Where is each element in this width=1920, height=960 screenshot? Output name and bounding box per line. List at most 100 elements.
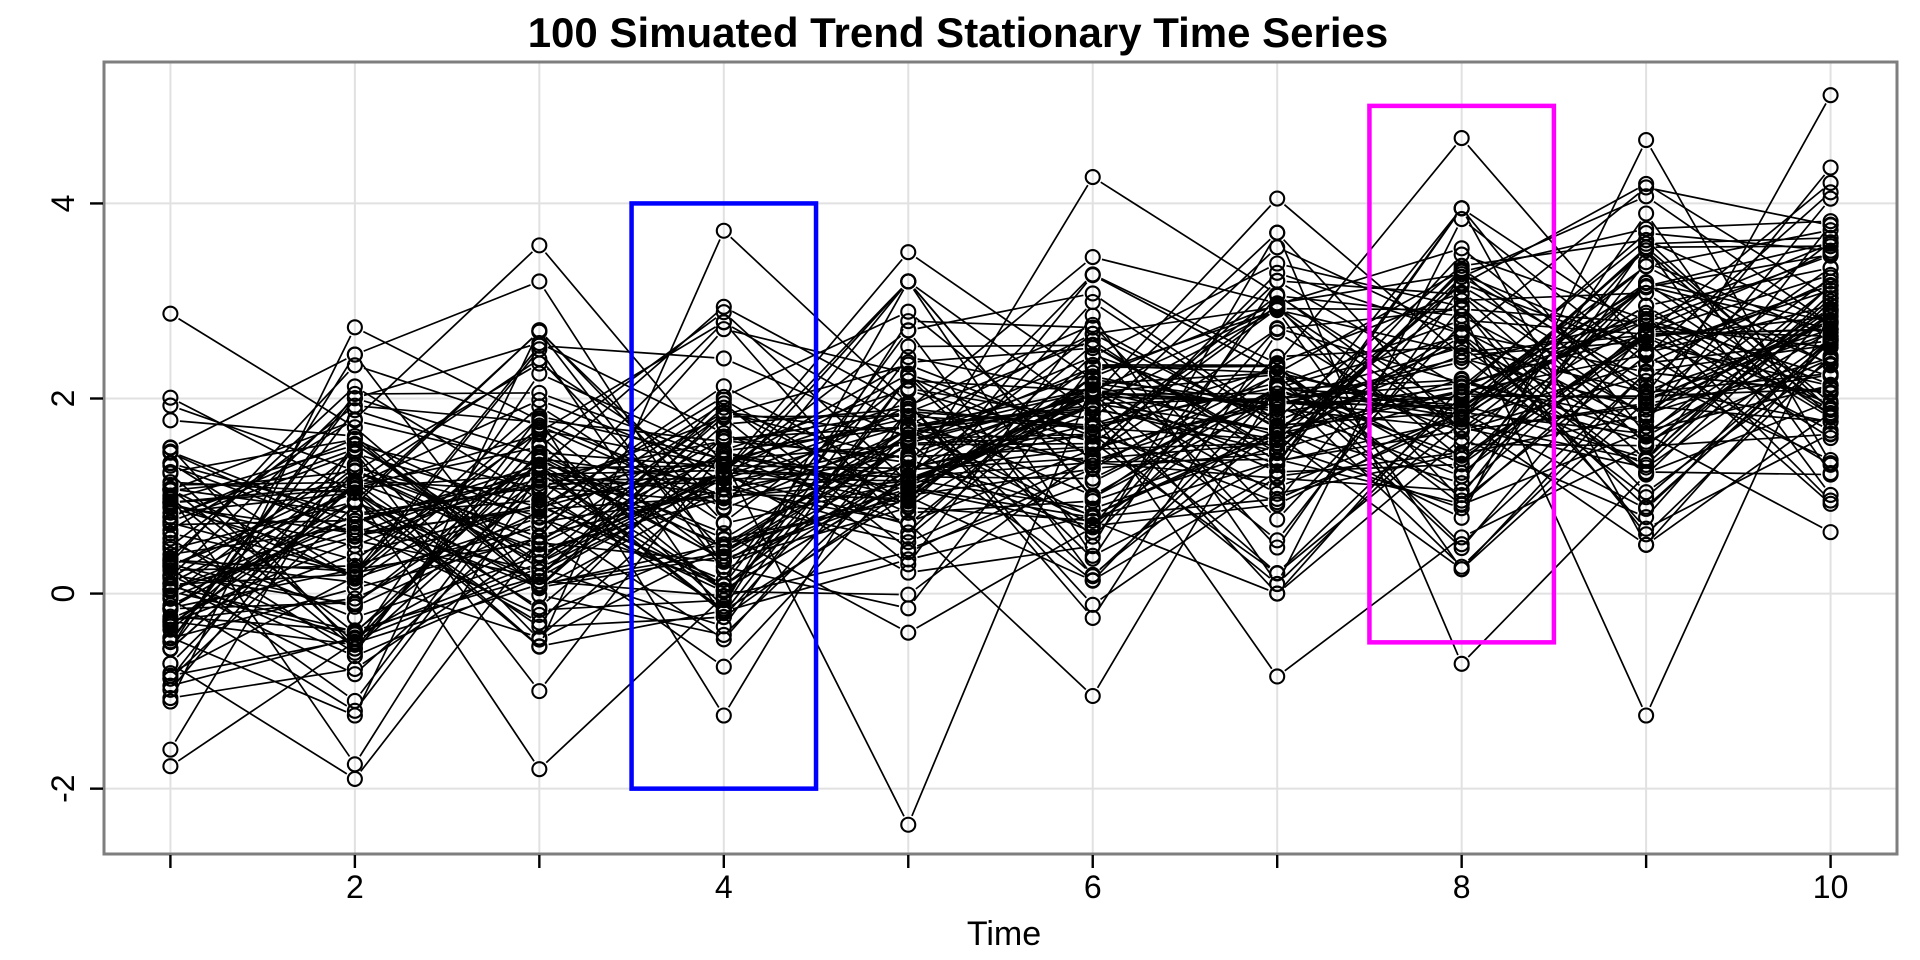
open-circle-marker [531, 761, 548, 778]
series-segment [1099, 438, 1271, 579]
open-circle-marker [1638, 384, 1655, 401]
open-circle-marker [900, 451, 917, 468]
open-circle-marker [531, 341, 548, 358]
series-segment [363, 284, 531, 352]
open-circle-marker [900, 480, 917, 497]
open-circle-marker [531, 448, 548, 465]
open-circle-marker [346, 624, 363, 641]
series-segment [178, 640, 347, 713]
open-circle-marker [900, 499, 917, 516]
series-segment [917, 476, 1084, 480]
open-circle-marker [1269, 364, 1286, 381]
series-segment [1652, 303, 1824, 453]
open-circle-marker [346, 532, 363, 549]
open-circle-marker [531, 384, 548, 401]
open-circle-marker [346, 474, 363, 491]
open-circle-marker [715, 378, 732, 395]
open-circle-marker [900, 429, 917, 446]
series-segment [359, 500, 535, 762]
series-segment [1654, 437, 1823, 526]
open-circle-marker [1822, 456, 1839, 473]
open-circle-marker [1822, 285, 1839, 302]
series-segment [916, 461, 1085, 540]
open-circle-marker [1822, 492, 1839, 509]
series-segment [178, 518, 347, 587]
open-circle-marker [1453, 396, 1470, 413]
open-circle-marker [1084, 489, 1101, 506]
series-segment [1099, 313, 1271, 439]
open-circle-marker [1453, 301, 1470, 318]
series-segment [179, 503, 346, 548]
series-segment [1653, 319, 1824, 440]
series-segment [1102, 307, 1268, 334]
open-circle-marker [715, 442, 732, 459]
series-segment [178, 492, 347, 576]
series-segment [1098, 331, 1272, 514]
open-circle-marker [531, 559, 548, 576]
series-segment [916, 395, 1085, 489]
open-circle-marker [1269, 359, 1286, 377]
open-circle-marker [715, 658, 732, 675]
open-circle-marker [1638, 274, 1655, 292]
series-segment [1653, 417, 1824, 540]
open-circle-marker [1269, 348, 1286, 365]
open-circle-marker [715, 432, 732, 449]
series-lines [162, 87, 1839, 833]
open-circle-marker [1822, 246, 1839, 263]
series-segment [1654, 359, 1822, 412]
open-circle-marker [346, 462, 363, 479]
series-segment [359, 458, 535, 685]
open-circle-marker [346, 570, 363, 587]
series-segment [178, 422, 347, 488]
series-segment [1102, 374, 1268, 393]
open-circle-marker [531, 683, 548, 700]
open-circle-marker [1084, 325, 1101, 342]
open-circle-marker [1084, 416, 1101, 433]
open-circle-marker [162, 530, 179, 547]
series-segment [917, 457, 1084, 470]
series-segment [914, 280, 1087, 457]
open-circle-marker [715, 707, 732, 724]
series-segment [1099, 253, 1271, 414]
series-segment [1655, 237, 1822, 245]
open-circle-marker [1269, 437, 1286, 454]
open-circle-marker [1638, 188, 1655, 205]
series-segment [362, 330, 532, 417]
series-segment [1100, 392, 1270, 476]
open-circle-marker [1638, 279, 1655, 296]
series-segment [1101, 403, 1269, 459]
open-circle-marker [715, 313, 732, 331]
open-circle-marker [1638, 536, 1655, 553]
open-circle-marker [715, 562, 732, 579]
series-segment [1655, 345, 1822, 371]
open-circle-marker [900, 534, 917, 551]
open-circle-marker [162, 616, 179, 633]
open-circle-marker [162, 665, 179, 682]
open-circle-marker [1084, 266, 1101, 283]
open-circle-marker [531, 273, 548, 290]
open-circle-marker [346, 390, 363, 407]
open-circle-marker [1638, 526, 1655, 543]
open-circle-marker [531, 534, 548, 551]
series-segment [359, 361, 535, 589]
open-circle-marker [346, 378, 363, 395]
open-circle-marker [1084, 596, 1101, 613]
open-circle-marker [162, 655, 179, 672]
open-circle-marker [1822, 357, 1839, 374]
series-segment [361, 513, 533, 669]
series-segment [1654, 315, 1823, 383]
series-segment [1101, 369, 1269, 423]
open-circle-marker [531, 426, 548, 443]
series-segment [916, 337, 1085, 422]
series-segment [1655, 244, 1822, 285]
open-circle-marker [715, 298, 732, 315]
series-segment [1099, 238, 1271, 400]
open-circle-marker [1269, 320, 1286, 337]
series-segment [1652, 197, 1825, 350]
series-segment [363, 367, 531, 424]
open-circle-marker [1822, 190, 1839, 207]
open-circle-marker [1453, 349, 1470, 367]
open-circle-marker [162, 482, 179, 499]
series-segment [361, 466, 533, 628]
open-circle-marker [1084, 364, 1101, 381]
